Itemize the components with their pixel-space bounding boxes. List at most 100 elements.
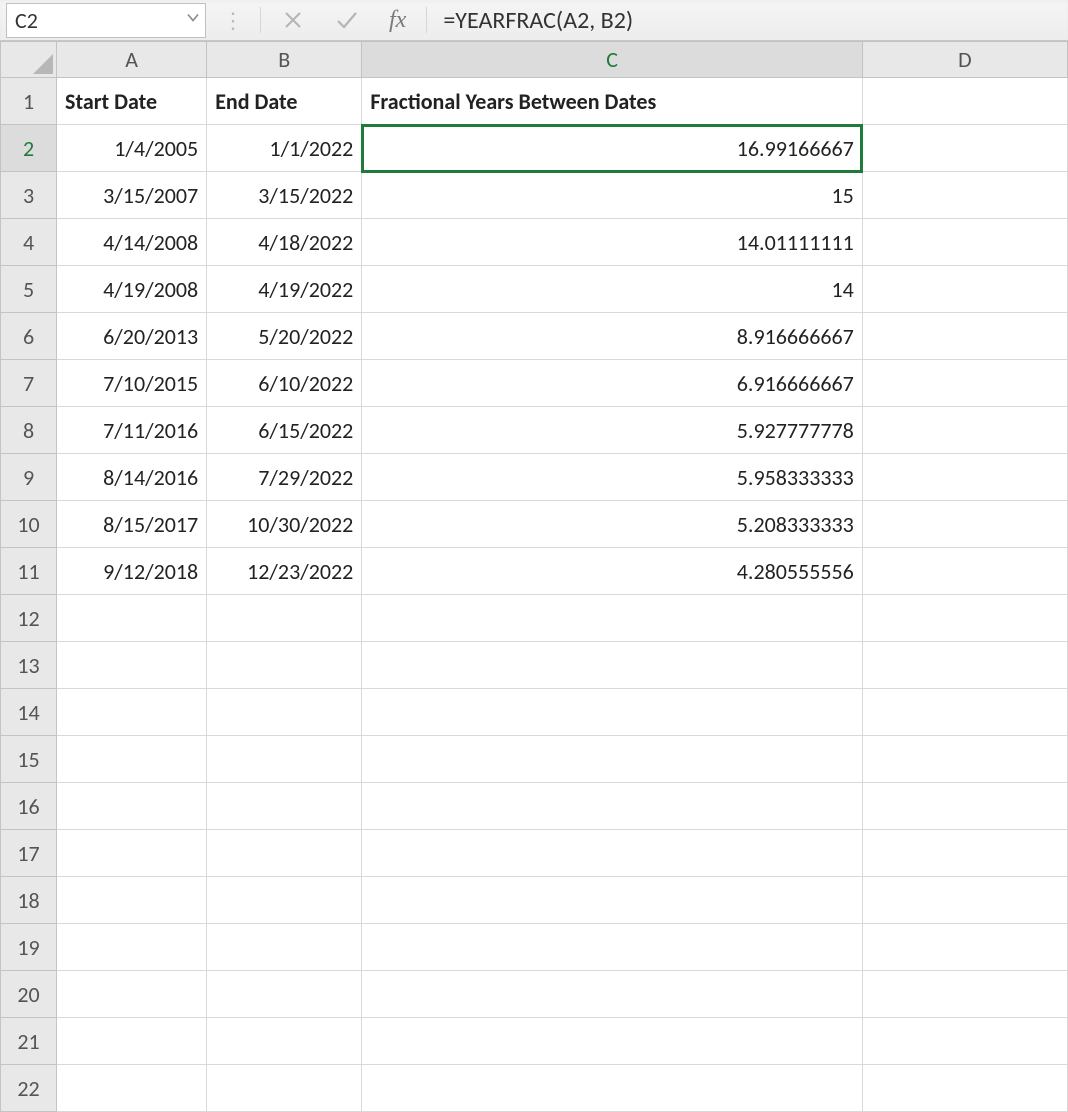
cell-C16[interactable] — [362, 783, 862, 830]
cell-C12[interactable] — [362, 595, 862, 642]
cell-C6[interactable]: 8.916666667 — [362, 313, 862, 360]
cell-B14[interactable] — [207, 689, 362, 736]
cell-A3[interactable]: 3/15/2007 — [57, 172, 207, 219]
cell-D20[interactable] — [862, 971, 1067, 1018]
cell-D14[interactable] — [862, 689, 1067, 736]
row-header-5[interactable]: 5 — [1, 266, 57, 313]
cell-C14[interactable] — [362, 689, 862, 736]
cell-D13[interactable] — [862, 642, 1067, 689]
row-header-4[interactable]: 4 — [1, 219, 57, 266]
cell-D21[interactable] — [862, 1018, 1067, 1065]
cell-C3[interactable]: 15 — [362, 172, 862, 219]
fx-icon[interactable]: fx — [379, 7, 416, 34]
cell-B4[interactable]: 4/18/2022 — [207, 219, 362, 266]
cell-B20[interactable] — [207, 971, 362, 1018]
cell-C2[interactable]: 16.99166667 — [362, 125, 862, 172]
row-header-22[interactable]: 22 — [1, 1065, 57, 1112]
row-header-21[interactable]: 21 — [1, 1018, 57, 1065]
column-header-B[interactable]: B — [207, 42, 362, 78]
row-header-10[interactable]: 10 — [1, 501, 57, 548]
cell-B2[interactable]: 1/1/2022 — [207, 125, 362, 172]
cell-D16[interactable] — [862, 783, 1067, 830]
row-header-14[interactable]: 14 — [1, 689, 57, 736]
column-header-D[interactable]: D — [862, 42, 1067, 78]
cell-A7[interactable]: 7/10/2015 — [57, 360, 207, 407]
cell-C4[interactable]: 14.01111111 — [362, 219, 862, 266]
row-header-19[interactable]: 19 — [1, 924, 57, 971]
cell-B16[interactable] — [207, 783, 362, 830]
column-header-C[interactable]: C — [362, 42, 862, 78]
cell-A15[interactable] — [57, 736, 207, 783]
cell-B10[interactable]: 10/30/2022 — [207, 501, 362, 548]
row-header-17[interactable]: 17 — [1, 830, 57, 877]
cell-A22[interactable] — [57, 1065, 207, 1112]
cell-C18[interactable] — [362, 877, 862, 924]
row-header-16[interactable]: 16 — [1, 783, 57, 830]
cell-A5[interactable]: 4/19/2008 — [57, 266, 207, 313]
cell-B5[interactable]: 4/19/2022 — [207, 266, 362, 313]
row-header-3[interactable]: 3 — [1, 172, 57, 219]
cell-A17[interactable] — [57, 830, 207, 877]
cell-C10[interactable]: 5.208333333 — [362, 501, 862, 548]
cell-B6[interactable]: 5/20/2022 — [207, 313, 362, 360]
row-header-9[interactable]: 9 — [1, 454, 57, 501]
cell-A9[interactable]: 8/14/2016 — [57, 454, 207, 501]
drag-handle-icon[interactable]: ⋮ — [216, 7, 250, 34]
cell-A2[interactable]: 1/4/2005 — [57, 125, 207, 172]
cell-A8[interactable]: 7/11/2016 — [57, 407, 207, 454]
cell-B1[interactable]: End Date — [207, 78, 362, 125]
cell-B22[interactable] — [207, 1065, 362, 1112]
row-header-1[interactable]: 1 — [1, 78, 57, 125]
cell-A19[interactable] — [57, 924, 207, 971]
cell-D5[interactable] — [862, 266, 1067, 313]
cell-D9[interactable] — [862, 454, 1067, 501]
cell-A10[interactable]: 8/15/2017 — [57, 501, 207, 548]
cell-D3[interactable] — [862, 172, 1067, 219]
cell-A12[interactable] — [57, 595, 207, 642]
cell-C20[interactable] — [362, 971, 862, 1018]
cell-C5[interactable]: 14 — [362, 266, 862, 313]
cell-B18[interactable] — [207, 877, 362, 924]
cell-A20[interactable] — [57, 971, 207, 1018]
cell-D2[interactable] — [862, 125, 1067, 172]
cell-C9[interactable]: 5.958333333 — [362, 454, 862, 501]
row-header-11[interactable]: 11 — [1, 548, 57, 595]
cell-D11[interactable] — [862, 548, 1067, 595]
cell-D8[interactable] — [862, 407, 1067, 454]
cell-B13[interactable] — [207, 642, 362, 689]
cell-D7[interactable] — [862, 360, 1067, 407]
cell-C15[interactable] — [362, 736, 862, 783]
cell-B3[interactable]: 3/15/2022 — [207, 172, 362, 219]
row-header-8[interactable]: 8 — [1, 407, 57, 454]
cell-A16[interactable] — [57, 783, 207, 830]
cell-D19[interactable] — [862, 924, 1067, 971]
cell-A1[interactable]: Start Date — [57, 78, 207, 125]
name-box[interactable] — [6, 3, 206, 38]
cell-A11[interactable]: 9/12/2018 — [57, 548, 207, 595]
cell-D10[interactable] — [862, 501, 1067, 548]
select-all-corner[interactable] — [1, 42, 57, 78]
row-header-2[interactable]: 2 — [1, 125, 57, 172]
row-header-13[interactable]: 13 — [1, 642, 57, 689]
row-header-7[interactable]: 7 — [1, 360, 57, 407]
cell-B17[interactable] — [207, 830, 362, 877]
cell-B9[interactable]: 7/29/2022 — [207, 454, 362, 501]
column-header-A[interactable]: A — [57, 42, 207, 78]
cell-C1[interactable]: Fractional Years Between Dates — [362, 78, 862, 125]
cell-A6[interactable]: 6/20/2013 — [57, 313, 207, 360]
cell-C17[interactable] — [362, 830, 862, 877]
row-header-15[interactable]: 15 — [1, 736, 57, 783]
cell-B12[interactable] — [207, 595, 362, 642]
cell-D12[interactable] — [862, 595, 1067, 642]
cell-D22[interactable] — [862, 1065, 1067, 1112]
cell-D18[interactable] — [862, 877, 1067, 924]
cell-C13[interactable] — [362, 642, 862, 689]
cell-D4[interactable] — [862, 219, 1067, 266]
cell-D17[interactable] — [862, 830, 1067, 877]
cell-C19[interactable] — [362, 924, 862, 971]
cell-C11[interactable]: 4.280555556 — [362, 548, 862, 595]
cell-D1[interactable] — [862, 78, 1067, 125]
cell-A4[interactable]: 4/14/2008 — [57, 219, 207, 266]
cell-B7[interactable]: 6/10/2022 — [207, 360, 362, 407]
accept-formula-button[interactable] — [325, 0, 369, 40]
